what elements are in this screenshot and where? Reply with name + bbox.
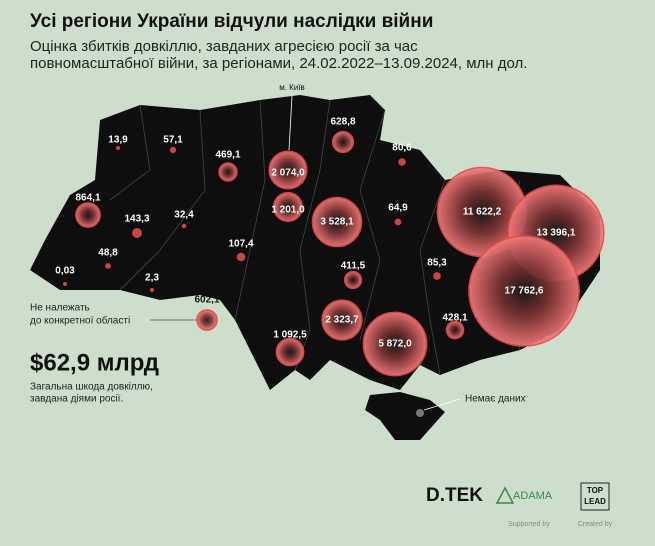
damage-label: 48,8 [98, 248, 118, 259]
damage-label: 107,4 [228, 239, 253, 250]
logo-toplead: LEAD [584, 497, 606, 506]
damage-bubble [268, 150, 308, 190]
region-borders [109, 99, 521, 376]
damage-bubble [445, 320, 465, 340]
damage-label: 602,1 [194, 295, 219, 306]
damage-label: 428,1 [442, 313, 467, 324]
damage-label: 3 528,1 [320, 217, 354, 228]
total-caption: Загальна шкода довкіллю, [30, 382, 153, 393]
damage-bubble [63, 282, 67, 286]
damage-label: 64,9 [388, 203, 408, 214]
logo-dtek: D.TEK [426, 485, 483, 506]
supported-by: Supported by [508, 521, 550, 528]
damage-label: 17 762,6 [505, 286, 544, 297]
damage-label: 85,3 [427, 258, 447, 269]
subtitle: Оцінка збитків довкіллю, завданих агресі… [30, 38, 418, 55]
damage-label: 32,4 [174, 210, 194, 221]
damage-bubble [433, 272, 441, 280]
kyiv-label: м. Київ [279, 83, 305, 92]
damage-label: 13 396,1 [537, 228, 576, 239]
damage-bubble [468, 235, 580, 347]
logo-toplead: TOP [587, 486, 604, 495]
damage-label: 57,1 [163, 135, 183, 146]
damage-bubble [394, 218, 402, 226]
no-data-marker [416, 409, 424, 417]
damage-bubble [150, 288, 154, 292]
toplead-box [580, 482, 610, 511]
damage-bubble [398, 158, 406, 166]
damage-bubble [132, 228, 142, 238]
logo-adama: ADAMA [513, 490, 553, 502]
subtitle: повномасштабної війни, за регіонами, 24.… [30, 55, 527, 72]
adama-icon [495, 486, 515, 504]
damage-bubble [196, 309, 218, 331]
damage-label: 13,9 [108, 135, 128, 146]
damage-label: 2 323,7 [325, 315, 359, 326]
damage-label: 469,1 [215, 150, 240, 161]
unassigned-label: до конкретної області [30, 315, 130, 327]
damage-label: 2 074,0 [271, 168, 305, 179]
damage-label: 5 872,0 [378, 339, 412, 350]
total-caption: завдана діями росії. [30, 394, 123, 405]
no-data-label: Немає даних [465, 394, 526, 405]
unassigned-label: Не належать [30, 303, 90, 314]
damage-bubble [116, 146, 120, 150]
damage-bubble [362, 311, 428, 377]
damage-bubble [105, 263, 111, 269]
damage-label: 80,6 [392, 143, 412, 154]
damage-bubble [343, 270, 363, 290]
created-by: Created by [578, 521, 613, 528]
damage-bubble [218, 162, 238, 182]
title: Усі регіони України відчули наслідки вій… [30, 11, 433, 32]
damage-label: 1 092,5 [273, 330, 307, 341]
damage-label: 628,8 [330, 117, 355, 128]
damage-label: 2,3 [145, 273, 159, 284]
damage-bubble [181, 223, 187, 229]
damage-bubble [275, 337, 305, 367]
damage-bubble [272, 191, 304, 223]
damage-label: 864,1 [75, 193, 100, 204]
damage-bubble [331, 130, 355, 154]
damage-label: 143,3 [124, 214, 149, 225]
total-value: $62,9 млрд [30, 349, 159, 376]
damage-bubble [75, 202, 101, 228]
damage-label: 1 201,0 [271, 205, 305, 216]
damage-bubble [236, 252, 246, 262]
damage-bubble [321, 299, 363, 341]
damage-label: 0,03 [55, 266, 75, 277]
damage-label: 11 622,2 [463, 207, 502, 218]
kyiv-pointer [288, 95, 293, 151]
damage-bubble [311, 196, 363, 248]
no-data-pointer [423, 398, 461, 411]
bubbles: 13,9 57,1 469,1 628,8 80,6 864,1 143,3 32,4 2 07… [55, 117, 605, 377]
damage-bubble [169, 146, 177, 154]
damage-label: 411,5 [341, 261, 366, 272]
